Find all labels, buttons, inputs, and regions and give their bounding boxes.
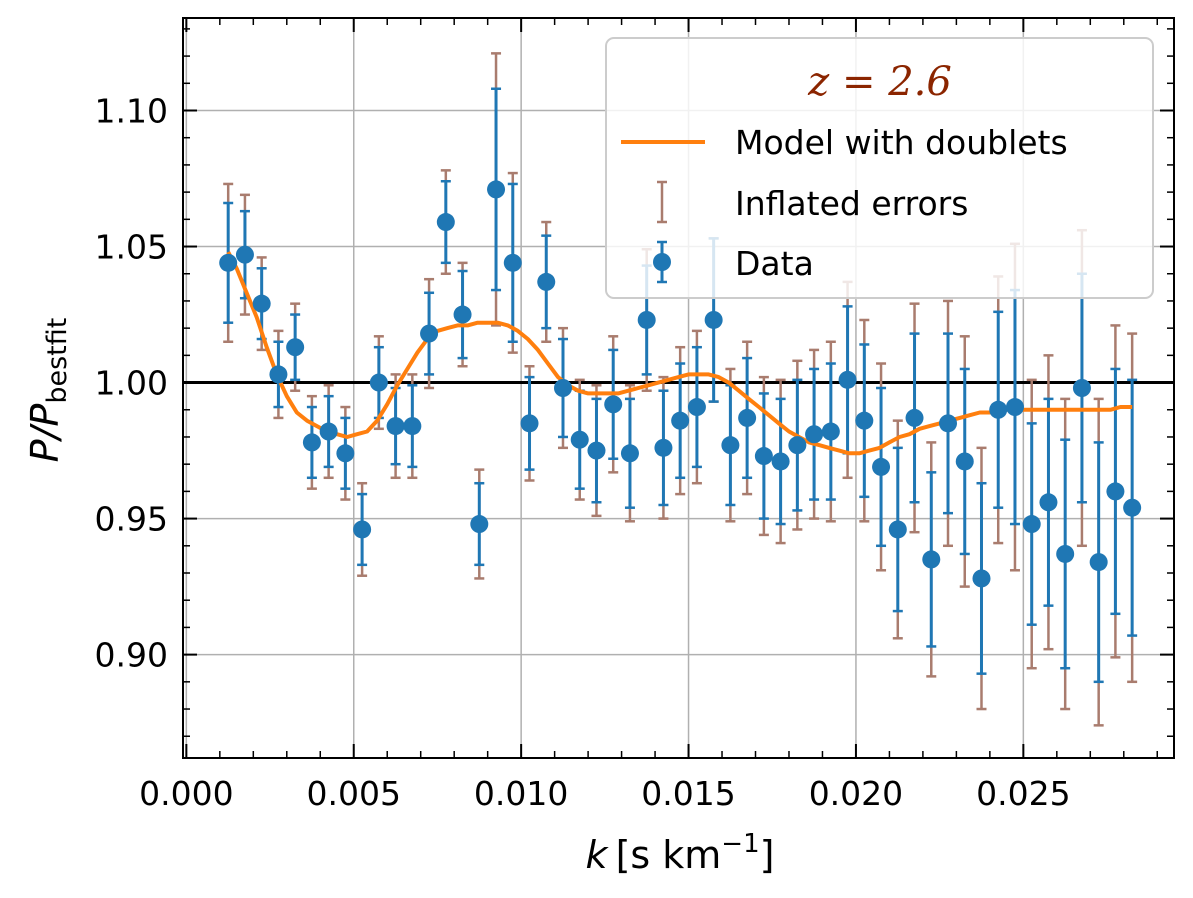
x-axis-label-var: k xyxy=(586,833,610,877)
data-point xyxy=(369,373,388,392)
data-point xyxy=(620,444,639,463)
x-tick-label: 0.005 xyxy=(307,774,401,813)
data-point xyxy=(771,452,790,471)
data-point xyxy=(386,417,405,436)
legend: z = 2.6 Model with doublets Inflated err… xyxy=(605,37,1154,299)
data-point xyxy=(821,422,840,441)
legend-data-label: Data xyxy=(735,244,814,283)
data-point xyxy=(1106,482,1125,501)
legend-inflated-label: Inflated errors xyxy=(735,184,968,223)
data-point xyxy=(219,253,238,272)
data-point xyxy=(319,422,338,441)
y-tick-label: 0.95 xyxy=(95,500,168,539)
data-point xyxy=(553,379,572,397)
data-point xyxy=(252,294,271,313)
data-point xyxy=(905,408,924,427)
data-point xyxy=(436,213,455,232)
data-point xyxy=(721,436,740,455)
y-tick-label: 1.00 xyxy=(95,364,168,403)
data-point xyxy=(235,245,254,264)
data-point xyxy=(687,398,706,417)
data-point xyxy=(336,444,355,463)
x-axis-label: k [s km−1] xyxy=(586,829,775,877)
ticks xyxy=(183,18,1174,758)
data-points xyxy=(219,180,1142,588)
y-axis-label-sub: bestfit xyxy=(42,318,73,404)
data-point xyxy=(637,310,656,329)
data-point xyxy=(537,272,556,291)
data-point xyxy=(989,400,1008,419)
x-tick-label: 0.020 xyxy=(809,774,903,813)
data-point xyxy=(520,414,539,433)
data-point xyxy=(754,447,773,466)
data-point xyxy=(403,417,422,436)
data-point xyxy=(1056,544,1075,563)
data-point xyxy=(420,324,439,343)
data-point xyxy=(1039,493,1058,512)
legend-data-marker xyxy=(653,253,671,271)
data-point xyxy=(587,441,606,460)
data-point xyxy=(470,515,489,534)
data-point xyxy=(503,253,522,272)
model-group xyxy=(226,251,1133,456)
data-point xyxy=(704,310,723,329)
x-tick-label: 0.000 xyxy=(139,774,233,813)
data-point xyxy=(570,430,589,449)
data-point xyxy=(738,408,757,427)
data-point xyxy=(604,395,623,414)
data-point xyxy=(955,452,974,471)
x-tick-label: 0.025 xyxy=(976,774,1070,813)
y-tick-label: 1.10 xyxy=(95,92,168,131)
x-axis-label-unit: [s km xyxy=(616,833,722,877)
plot-frame xyxy=(182,17,1175,759)
y-tick-label: 0.90 xyxy=(95,636,168,675)
data-point xyxy=(269,365,288,384)
data-point xyxy=(855,411,874,430)
data-point xyxy=(671,411,690,430)
data-point xyxy=(805,425,824,444)
data-point xyxy=(286,338,305,357)
data-point xyxy=(1089,553,1108,572)
y-tick-label: 1.05 xyxy=(95,228,168,267)
data-point xyxy=(1005,398,1024,417)
data-point xyxy=(654,438,673,457)
legend-model-label: Model with doublets xyxy=(735,123,1068,162)
x-tick-label: 0.015 xyxy=(641,774,735,813)
data-point xyxy=(1123,498,1142,517)
model-curve xyxy=(226,251,1133,456)
data-point xyxy=(788,436,807,455)
legend-title: z = 2.6 xyxy=(807,59,952,105)
data-point xyxy=(353,520,372,539)
data-point xyxy=(302,433,321,452)
tick-labels: 0.000 0.005 0.010 0.015 0.020 0.025 0.90 0.95 1.… xyxy=(95,92,1071,814)
y-axis-label-main: P/P xyxy=(23,404,67,463)
data-point xyxy=(487,180,506,199)
data-point xyxy=(939,414,958,433)
x-tick-label: 0.010 xyxy=(474,774,568,813)
data-point xyxy=(972,569,991,588)
y-axis-label: P/Pbestfit xyxy=(23,318,73,463)
x-axis-label-exp: −1 xyxy=(721,829,759,859)
data-point xyxy=(838,370,857,389)
data-point xyxy=(872,457,891,476)
data-point xyxy=(888,520,907,539)
data-point xyxy=(1022,515,1041,534)
data-point xyxy=(922,550,941,569)
data-point xyxy=(453,305,472,324)
legend-box xyxy=(605,37,1154,299)
data-point xyxy=(1072,379,1091,397)
x-axis-label-close: ] xyxy=(760,833,775,877)
